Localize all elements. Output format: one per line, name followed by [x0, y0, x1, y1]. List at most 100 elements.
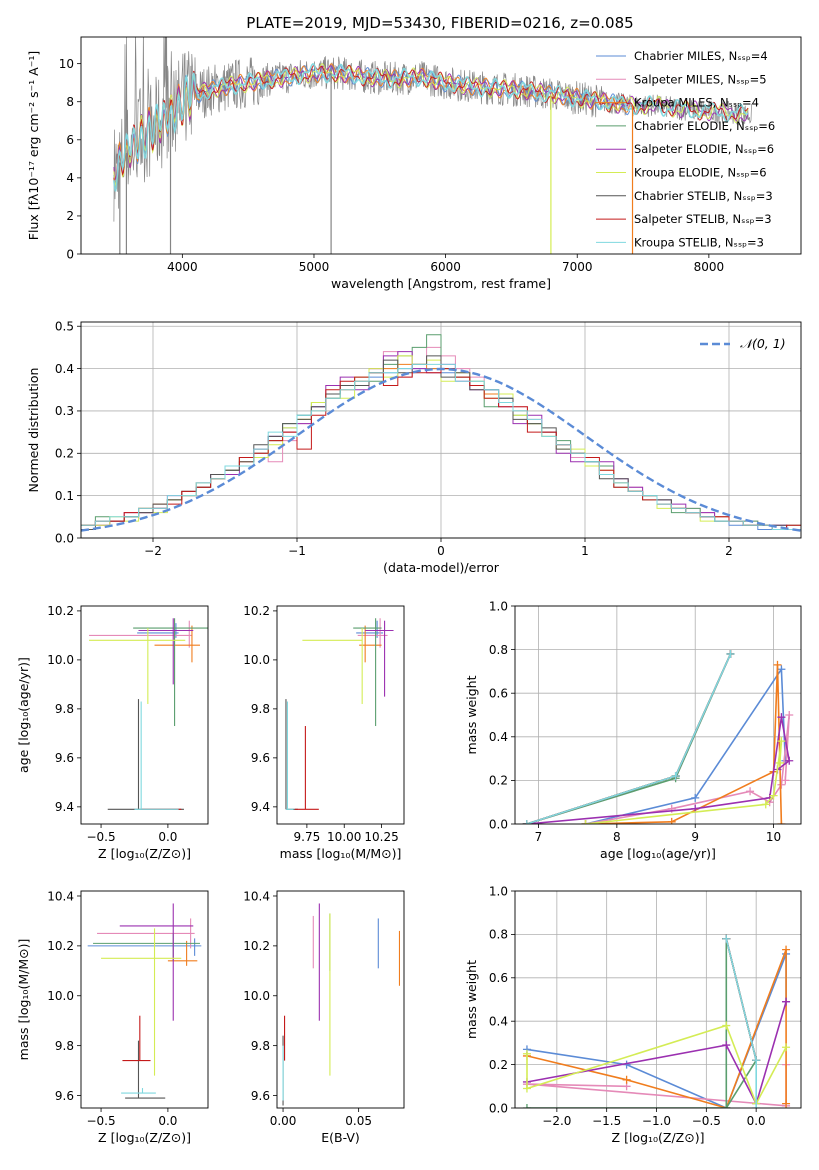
residual_hist-plot-area	[81, 334, 801, 532]
mass_vs_ebv-plot-area	[282, 903, 401, 1106]
mass_weight_vs_z-frame	[514, 890, 802, 1109]
age_vs_z-frame	[80, 605, 209, 825]
mass_weight_vs_z-plot-area	[522, 934, 791, 1108]
mass_vs_ebv-xtick-label: 0.00	[270, 1114, 297, 1128]
mass_weight_vs_z-marker	[782, 997, 791, 1006]
mass_weight_vs_age-xlabel: age [log₁₀(age/yr)]	[600, 846, 716, 861]
spectrum-legend-label: Salpeter MILES, Nₛₛₚ=5	[634, 72, 767, 86]
mass_vs_z-ytick-label: 10.0	[47, 989, 74, 1003]
spectrum-xtick-label: 7000	[562, 260, 593, 274]
mass_vs_z-xtick-label: 0.0	[158, 1114, 177, 1128]
mass_weight_vs_age-line-chabrier-elodie	[526, 653, 732, 824]
mass_weight_vs_age-marker	[667, 817, 676, 824]
residual_hist-ytick-label: 0.3	[55, 404, 74, 418]
mass_weight_vs_age-marker	[777, 737, 786, 746]
mass_vs_ebv-ytick-label: 10.2	[243, 939, 270, 953]
mass_weight_vs_age-marker	[777, 780, 786, 789]
mass_weight_vs_age-marker	[775, 758, 784, 767]
mass_weight_vs_z-xtick-label: −1.5	[592, 1114, 621, 1128]
mass_weight_vs_z-xtick-label: −0.5	[692, 1114, 721, 1128]
age_vs_mass-xtick-label: 10.00	[327, 830, 361, 844]
mass_weight_vs_age-marker	[671, 772, 680, 781]
age_vs_z-axes: −0.5 0.0 9.4 9.6 9.8 10.0 10.2 Z [log₁₀(Z/Z⊙)] a…	[16, 604, 209, 861]
mass_weight_vs_z-xtick-label: −1.0	[642, 1114, 671, 1128]
mass_weight_vs_z-marker	[722, 1104, 731, 1108]
spectrum-legend: Chabrier MILES, Nₛₛₚ=4 Salpeter MILES, Nₛ…	[596, 49, 775, 249]
mass_weight_vs_z-marker	[782, 945, 791, 954]
spectrum-ytick-label: 6	[66, 133, 74, 147]
mass_vs_z-frame	[80, 890, 209, 1109]
mass_weight_vs_z-marker	[722, 1021, 731, 1030]
mass_weight_vs_z-marker	[782, 1043, 791, 1052]
mass_weight_vs_z-marker	[782, 1099, 791, 1108]
residual_hist-xtick-label: −1	[288, 544, 306, 558]
mass_vs_z-ylabel: mass [log₁₀(M/M⊙)]	[16, 939, 31, 1061]
residual_hist-ytick-label: 0.2	[55, 447, 74, 461]
mass_weight_vs_age-ytick-label: 0.2	[489, 774, 508, 788]
mass_weight_vs_age-marker	[522, 820, 531, 824]
spectrum-frame	[80, 36, 802, 255]
mass_weight_vs_z-ylabel: mass weight	[464, 960, 479, 1039]
mass_weight_vs_z-ytick-label: 0.2	[489, 1058, 508, 1072]
mass_weight_vs_z-xtick-label: −2.0	[542, 1114, 571, 1128]
mass_weight_vs_age-xtick-label: 10	[766, 830, 781, 844]
mass_vs_z-ytick-label: 9.8	[55, 1039, 74, 1053]
mass_vs_z-axes: −0.5 0.0 9.6 9.8 10.0 10.2 10.4 Z [log₁₀(Z/Z⊙)]…	[16, 889, 209, 1145]
spectrum-xtick-label: 8000	[694, 260, 725, 274]
mass_vs_ebv-xlabel: E(B-V)	[321, 1130, 360, 1145]
mass_weight_vs_age-plot-area	[522, 649, 794, 824]
residual_hist-ytick-label: 0.1	[55, 489, 74, 503]
mass_weight_vs_age-marker	[581, 820, 590, 824]
age_vs_mass-ytick-label: 9.4	[251, 800, 270, 814]
mass_weight_vs_age-marker	[785, 711, 794, 719]
mass_vs_ebv-xtick-label: 0.05	[345, 1114, 372, 1128]
mass_weight_vs_age-frame	[514, 605, 802, 825]
residual_hist-xtick-label: 0	[437, 544, 445, 558]
spectrum-legend-label: Chabrier STELIB, Nₛₛₚ=3	[634, 189, 773, 203]
mass_weight_vs_age-marker	[777, 820, 786, 824]
mass_weight_vs_age-line-salpeter-elodie	[526, 717, 791, 824]
mass_weight_vs_z-axes: −2.0 −1.5 −1.0 −0.5 0.0 0.0 0.2 0.4 0.6 0.8 1.0 Z […	[464, 884, 802, 1145]
age_vs_mass-xtick-label: 9.75	[294, 830, 321, 844]
mass_weight_vs_z-marker	[622, 1075, 631, 1084]
spectrum-legend-label: Chabrier ELODIE, Nₛₛₚ=6	[634, 119, 775, 133]
age_vs_mass-xlabel: mass [log₁₀(M/M⊙)]	[280, 846, 402, 861]
mass_weight_vs_z-ytick-label: 1.0	[489, 884, 508, 898]
spectrum-legend-label: Salpeter STELIB, Nₛₛₚ=3	[634, 212, 772, 226]
mass_weight_vs_age-marker	[769, 791, 778, 800]
mass_weight_vs_z-marker	[722, 1041, 731, 1050]
spectrum-legend-label: Salpeter ELODIE, Nₛₛₚ=6	[634, 142, 774, 156]
mass_vs_z-ytick-label: 10.4	[47, 889, 74, 903]
residual_hist-ytick-label: 0.4	[55, 362, 74, 376]
spectrum-axes: 4000 5000 6000 7000 8000 0 2 4 6 8 10 wavelength [A…	[26, 36, 802, 291]
age_vs_z-ytick-label: 9.8	[55, 702, 74, 716]
age_vs_mass-ytick-label: 10.0	[243, 653, 270, 667]
mass_weight_vs_z-ytick-label: 0.0	[489, 1101, 508, 1115]
mass_weight_vs_z-xlabel: Z [log₁₀(Z/Z⊙)]	[612, 1130, 705, 1145]
mass_weight_vs_age-ylabel: mass weight	[464, 675, 479, 754]
age_vs_z-ylabel: age [log₁₀(age/yr)]	[16, 657, 31, 773]
age_vs_z-ytick-label: 10.2	[47, 604, 74, 618]
hist-gaussian-curve	[81, 367, 801, 532]
hist-step-kroupa-stelib	[81, 363, 801, 530]
mass_vs_z-xlabel: Z [log₁₀(Z/Z⊙)]	[98, 1130, 191, 1145]
spectrum-ylabel: Flux [fλ10⁻¹⁷ erg cm⁻² s⁻¹ A⁻¹]	[26, 51, 41, 240]
mass_vs_ebv-axes: 0.00 0.05 9.6 9.8 10.0 10.2 10.4 E(B-V)	[243, 889, 405, 1145]
mass_weight_vs_z-marker	[752, 1056, 761, 1065]
mass_weight_vs_age-ytick-label: 0.0	[489, 817, 508, 831]
mass_weight_vs_age-marker	[691, 793, 700, 802]
mass_weight_vs_z-marker	[752, 1104, 761, 1108]
spectrum-ytick-label: 2	[66, 209, 74, 223]
mass_weight_vs_age-xtick-label: 9	[691, 830, 699, 844]
spectrum-legend-label: Chabrier MILES, Nₛₛₚ=4	[634, 49, 768, 63]
spectrum-xtick-label: 4000	[167, 260, 198, 274]
mass_weight_vs_age-marker	[726, 649, 735, 658]
mass_weight_vs_age-ytick-label: 1.0	[489, 599, 508, 613]
mass_weight_vs_age-marker	[785, 756, 794, 765]
spectrum-model-salpeter-elodie	[113, 65, 749, 180]
age_vs_z-xlabel: Z [log₁₀(Z/Z⊙)]	[98, 846, 191, 861]
age_vs_mass-ytick-label: 9.8	[251, 702, 270, 716]
mass_vs_z-ytick-label: 10.2	[47, 939, 74, 953]
age_vs_z-ytick-label: 9.4	[55, 800, 74, 814]
mass_vs_z-xtick-label: −0.5	[86, 1114, 115, 1128]
